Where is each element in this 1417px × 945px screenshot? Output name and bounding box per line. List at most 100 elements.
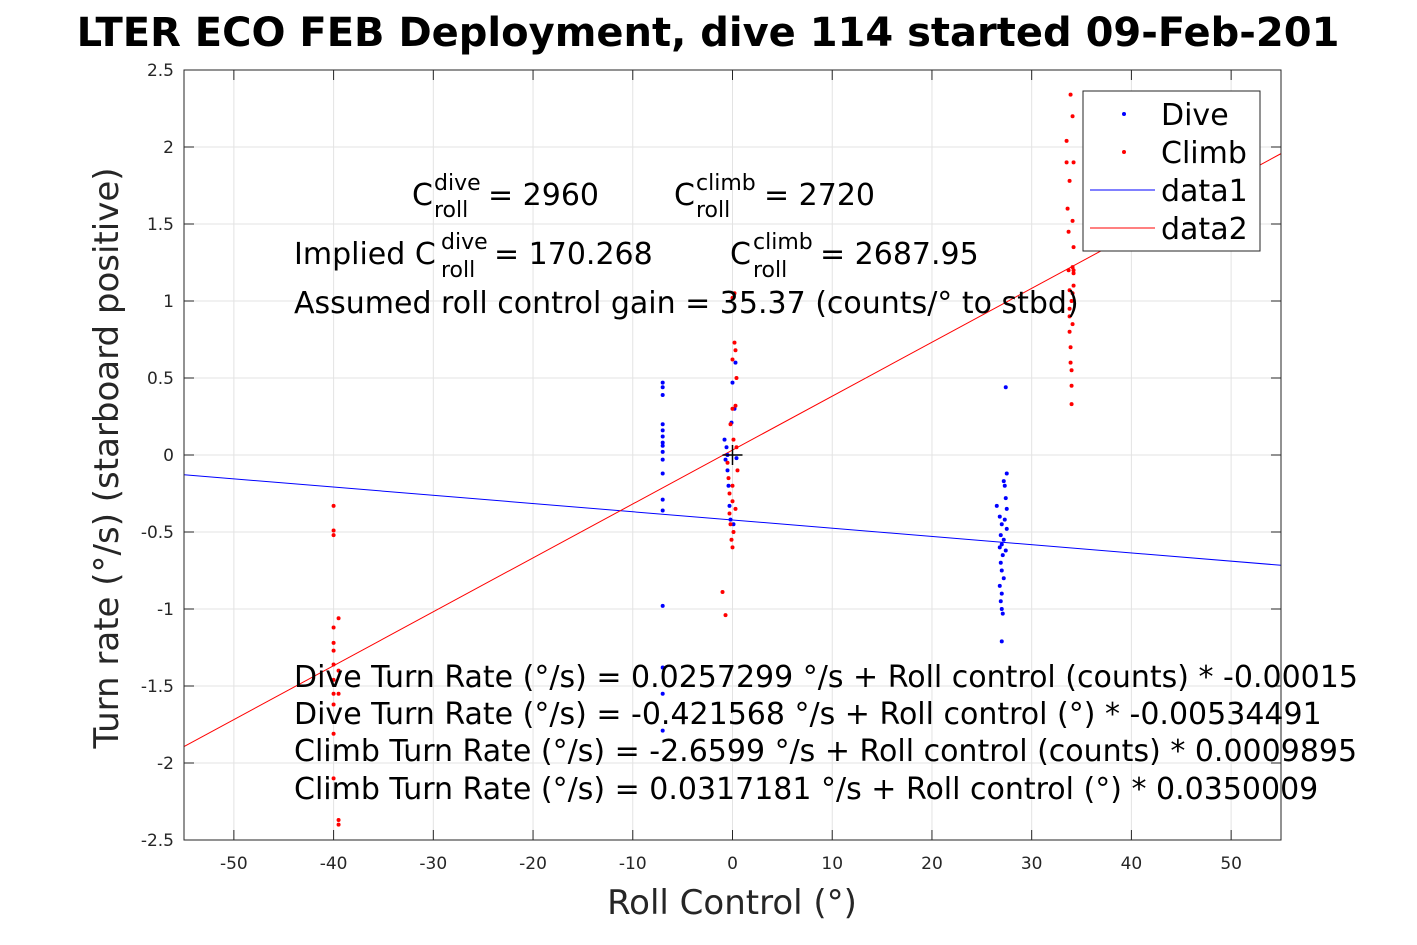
y-axis-ticks: -2.5 -2 -1.5 -1 -0.5 0 0.5 1 1.5 2 2.5 (141, 61, 1281, 851)
point-dive (660, 428, 665, 433)
y-tick-label: -0.5 (141, 523, 174, 543)
point-climb (1070, 218, 1075, 223)
svg-text:= 2960: = 2960 (488, 178, 599, 213)
y-tick-label: 2 (163, 138, 174, 158)
svg-text:roll: roll (441, 258, 475, 283)
x-tick-label: 10 (821, 854, 843, 874)
point-dive (660, 380, 665, 385)
point-climb (331, 533, 336, 538)
point-dive (660, 440, 665, 445)
point-dive (725, 468, 730, 473)
point-climb (725, 460, 730, 465)
point-climb (1064, 138, 1069, 143)
point-dive (1003, 548, 1008, 553)
point-dive (660, 471, 665, 476)
x-tick-label: 30 (1021, 854, 1043, 874)
x-axis-ticks: -50 -40 -30 -20 -10 0 10 20 30 40 50 (220, 70, 1242, 874)
point-dive (1004, 506, 1009, 511)
point-climb (1066, 268, 1071, 273)
legend-label-data2: data2 (1161, 212, 1248, 247)
x-tick-label: 50 (1220, 854, 1242, 874)
x-tick-label: -50 (220, 854, 248, 874)
point-climb (1071, 271, 1076, 276)
point-dive (1000, 611, 1005, 616)
y-tick-label: 0.5 (147, 369, 174, 389)
point-dive (1002, 483, 1007, 488)
point-climb (1064, 160, 1069, 165)
point-dive (722, 437, 727, 442)
point-dive (731, 522, 736, 527)
point-dive (660, 665, 665, 670)
point-climb (733, 348, 738, 353)
point-dive (728, 517, 733, 522)
point-climb (336, 691, 341, 696)
point-climb (731, 530, 736, 534)
point-climb (1067, 288, 1072, 293)
point-dive (660, 449, 665, 454)
point-dive (660, 457, 665, 462)
point-climb (331, 691, 336, 696)
point-dive (997, 583, 1002, 588)
point-climb (730, 295, 735, 300)
point-climb (1069, 383, 1074, 388)
point-climb (720, 590, 725, 595)
point-climb (730, 483, 735, 488)
point-climb (1068, 360, 1073, 365)
point-dive (734, 456, 739, 461)
x-tick-label: -20 (519, 854, 547, 874)
point-dive (999, 591, 1004, 596)
point-dive (660, 497, 665, 502)
point-climb (336, 822, 341, 827)
point-dive (1002, 517, 1007, 522)
point-dive (1001, 576, 1006, 581)
point-climb (331, 625, 336, 630)
c-roll-climb-annotation: C climb roll = 2720 (674, 171, 875, 223)
point-climb (728, 422, 733, 427)
point-dive (999, 607, 1004, 611)
equation-climb-degrees: Climb Turn Rate (°/s) = 0.0317181 °/s + … (294, 772, 1318, 807)
x-tick-label: -30 (419, 854, 447, 874)
point-dive (994, 503, 999, 508)
point-dive (1004, 526, 1009, 531)
point-climb (1071, 283, 1076, 288)
legend-box (1082, 90, 1261, 252)
point-dive (733, 360, 738, 365)
data-points (331, 92, 1076, 827)
origin-crosshair (722, 445, 743, 465)
svg-text:roll: roll (434, 198, 468, 223)
implied-c-roll-dive-annotation: Implied C dive roll = 170.268 (294, 230, 653, 283)
point-climb (733, 403, 738, 408)
point-climb (1069, 368, 1074, 373)
svg-text:roll: roll (753, 258, 787, 283)
point-dive (998, 533, 1003, 538)
point-dive (998, 599, 1003, 604)
svg-text:climb: climb (753, 230, 813, 255)
point-dive (1004, 471, 1009, 476)
y-tick-label: 0 (163, 446, 174, 466)
point-dive (1001, 479, 1006, 484)
point-climb (730, 499, 735, 504)
point-climb (727, 511, 732, 516)
point-climb (331, 662, 336, 667)
point-dive (660, 691, 665, 696)
point-dive (660, 443, 665, 448)
c-roll-dive-annotation: C dive roll = 2960 (412, 171, 599, 223)
equation-dive-degrees: Dive Turn Rate (°/s) = -0.421568 °/s + R… (294, 697, 1322, 732)
point-climb (1065, 206, 1070, 211)
point-climb (331, 528, 336, 533)
point-dive (999, 568, 1004, 573)
point-dive (998, 560, 1003, 565)
point-dive (1003, 496, 1008, 501)
y-tick-label: 1 (163, 292, 174, 312)
point-climb (336, 616, 341, 621)
point-climb (1067, 314, 1072, 319)
svg-text:climb: climb (696, 171, 756, 196)
legend-marker-climb (1122, 150, 1126, 154)
point-dive (1000, 553, 1005, 558)
point-climb (1069, 402, 1074, 407)
gain-annotation: Assumed roll control gain = 35.37 (count… (294, 286, 1079, 321)
point-climb (1070, 322, 1075, 327)
point-dive (1001, 537, 1006, 542)
point-dive (999, 639, 1004, 644)
